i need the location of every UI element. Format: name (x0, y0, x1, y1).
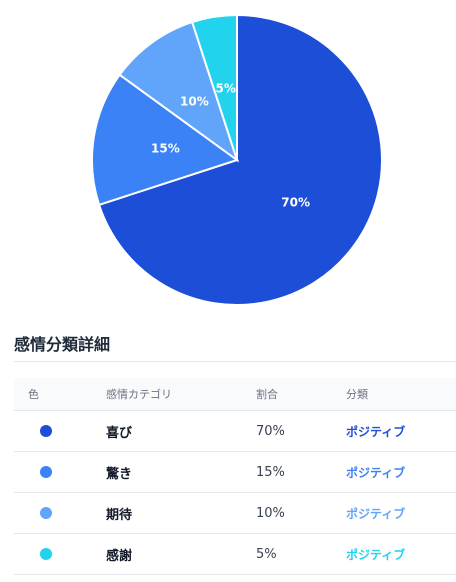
pie-slice (91, 73, 240, 207)
row-category: 期待 (106, 492, 256, 534)
table-row: 喜び 70% ポジティブ (14, 410, 456, 452)
row-class: ポジティブ (346, 492, 456, 534)
table-row: 感謝 5% ポジティブ (14, 533, 456, 575)
header-category: 感情カテゴリ (106, 378, 256, 411)
color-dot (40, 425, 52, 437)
row-ratio: 70% (256, 410, 346, 452)
row-class: ポジティブ (346, 533, 456, 575)
slice-label: 70% (281, 196, 310, 210)
row-class: ポジティブ (346, 410, 456, 452)
table-row: 期待 10% ポジティブ (14, 492, 456, 534)
pie-slice (97, 13, 383, 306)
color-dot (40, 466, 52, 478)
row-ratio: 15% (256, 451, 346, 493)
header-class: 分類 (346, 378, 456, 411)
slice-label: 10% (180, 94, 209, 108)
row-category: 驚き (106, 451, 256, 493)
color-dot (40, 507, 52, 519)
title-divider (14, 361, 456, 362)
emotion-pie-chart: 70% 15% 10% 5% (91, 13, 383, 306)
slice-label: 15% (151, 142, 180, 156)
row-category: 喜び (106, 410, 256, 452)
emotion-table: 色 感情カテゴリ 割合 分類 喜び 70% ポジティブ 驚き 15% ポジティブ… (14, 378, 456, 575)
row-ratio: 10% (256, 492, 346, 534)
section-title: 感情分類詳細 (14, 335, 111, 354)
pie-labels: 70% 15% 10% 5% (151, 81, 310, 209)
row-class: ポジティブ (346, 451, 456, 493)
pie-slice (190, 13, 238, 161)
header-color: 色 (14, 378, 106, 411)
pie-slices (91, 13, 383, 306)
pie-slice (118, 20, 239, 163)
row-category: 感謝 (106, 533, 256, 575)
slice-label: 5% (215, 81, 235, 95)
table-row: 驚き 15% ポジティブ (14, 451, 456, 493)
color-dot (40, 548, 52, 560)
header-ratio: 割合 (256, 378, 346, 411)
row-ratio: 5% (256, 533, 346, 575)
table-header-row: 色 感情カテゴリ 割合 分類 (14, 378, 456, 411)
